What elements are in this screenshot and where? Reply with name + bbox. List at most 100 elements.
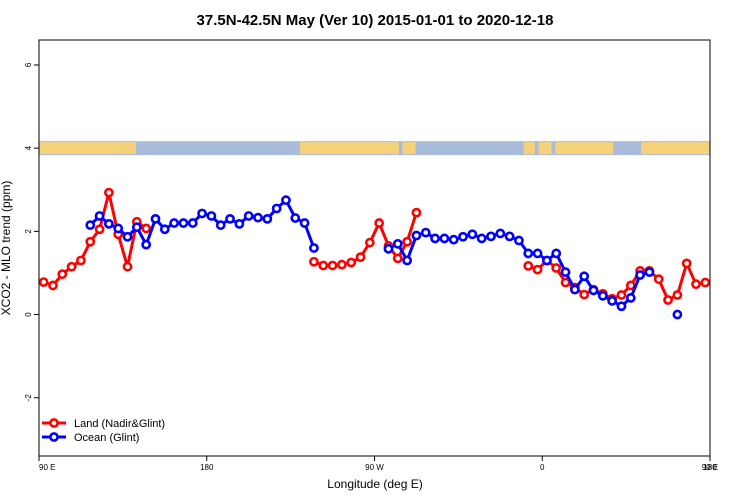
data-point (402, 236, 413, 247)
data-point (560, 267, 571, 278)
data-point (355, 252, 366, 263)
x-tick-label: 180 (200, 463, 214, 472)
data-point (281, 195, 291, 206)
data-point (560, 277, 571, 288)
data-point (504, 231, 515, 242)
data-point (720, 271, 727, 278)
data-point (532, 264, 543, 275)
data-point (364, 237, 375, 248)
y-tick-label: 2 (24, 229, 33, 234)
strip-land (641, 142, 710, 155)
data-point (663, 295, 673, 305)
data-point (103, 218, 114, 229)
data-point (85, 220, 96, 231)
data-point (411, 207, 422, 218)
data-point (672, 290, 683, 300)
land-ocean-strip (39, 141, 710, 156)
data-point (215, 220, 226, 231)
data-point (299, 218, 310, 228)
data-point (336, 259, 347, 270)
data-point (150, 213, 161, 224)
data-point (523, 248, 534, 259)
x-tick-label: 90 E (702, 463, 718, 472)
data-point (616, 301, 627, 312)
data-point (57, 269, 68, 280)
strip-land (523, 142, 535, 155)
chart-title: 37.5N-42.5N May (Ver 10) 2015-01-01 to 2… (197, 12, 554, 29)
data-point (709, 283, 710, 287)
data-point (309, 256, 319, 267)
data-point (374, 218, 385, 228)
x-tick-label: 90 E (39, 463, 55, 472)
data-point (66, 261, 77, 272)
y-axis-label: XCO2 - MLO trend (ppm) (0, 181, 13, 316)
data-point (616, 290, 627, 300)
data-point (588, 285, 599, 296)
data-point (551, 248, 562, 259)
data-point (178, 218, 189, 228)
strip-land (39, 142, 125, 155)
data-point (48, 280, 58, 291)
x-axis-label: Longitude (deg E) (327, 477, 422, 491)
data-point (318, 260, 329, 271)
data-point (159, 224, 170, 235)
data-point (607, 295, 618, 306)
data-point (644, 267, 655, 278)
data-point (551, 263, 562, 273)
data-point (131, 222, 142, 233)
data-point (739, 257, 746, 264)
data-point (94, 224, 105, 235)
data-point (271, 203, 282, 214)
x-tick-label: 90 W (365, 463, 384, 472)
legend: Land (Nadir&Glint) Ocean (Glint) (42, 418, 165, 444)
legend-label: Land (Nadir&Glint) (74, 418, 165, 430)
data-point (672, 309, 683, 320)
data-point (635, 270, 646, 280)
series-ocean (85, 195, 683, 320)
data-point (439, 233, 450, 244)
strip-land (538, 142, 552, 155)
data-point (681, 258, 692, 269)
data-point (392, 253, 403, 264)
strip-land (402, 142, 416, 155)
data-point (122, 261, 133, 272)
plot-frame (38, 39, 711, 457)
x-tick-label: 0 (540, 463, 545, 472)
data-point (346, 257, 357, 268)
data-point (402, 255, 413, 266)
data-point (76, 255, 86, 266)
data-point (187, 218, 198, 228)
data-point (225, 213, 235, 224)
data-point (262, 213, 273, 224)
y-tick-label: 4 (24, 145, 33, 150)
data-point (243, 211, 254, 221)
data-point (532, 248, 543, 259)
data-point (514, 235, 524, 246)
data-point (597, 290, 608, 301)
data-point (169, 218, 180, 228)
data-point (290, 213, 301, 223)
data-point (327, 260, 338, 271)
data-point (467, 229, 478, 240)
data-point (458, 231, 468, 242)
y-tick-label: 6 (24, 62, 33, 67)
data-point (691, 279, 701, 290)
legend-marker (49, 418, 59, 428)
data-point (234, 218, 245, 229)
legend-marker (49, 432, 59, 442)
data-point (523, 260, 534, 271)
data-point (411, 230, 422, 241)
data-point (579, 271, 590, 282)
strip-land (128, 142, 136, 155)
data-point (94, 211, 105, 221)
data-point (542, 255, 552, 266)
data-point (383, 243, 394, 254)
data-point (85, 236, 96, 247)
legend-label: Ocean (Glint) (74, 432, 139, 444)
data-point (141, 239, 152, 250)
data-point (448, 234, 459, 245)
strip-land (299, 142, 399, 155)
y-tick-label: -2 (24, 394, 33, 402)
data-point (103, 187, 114, 198)
data-point (476, 233, 487, 244)
